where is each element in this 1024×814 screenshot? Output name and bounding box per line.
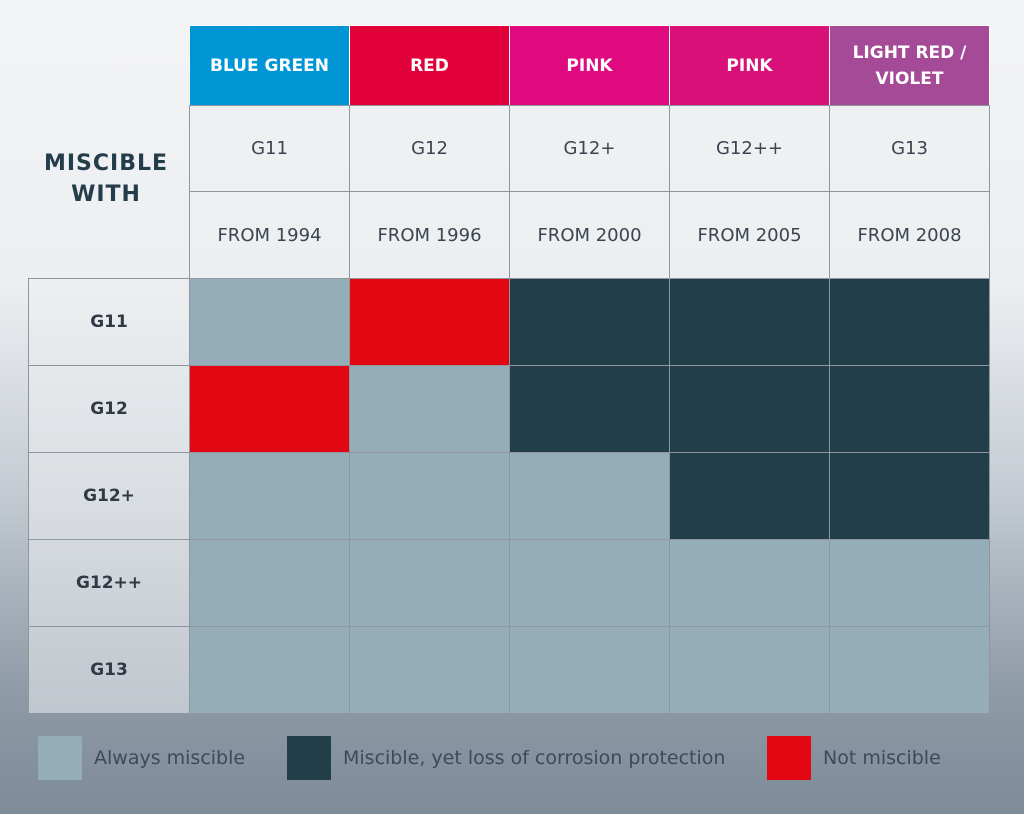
matrix-cell-always — [669, 626, 830, 714]
row-label: G11 — [28, 278, 190, 366]
matrix-cell-always — [509, 539, 670, 627]
column-code-header: G12 — [349, 105, 510, 192]
legend-label-loss: Miscible, yet loss of corrosion protecti… — [343, 747, 726, 769]
legend-item-loss: Miscible, yet loss of corrosion protecti… — [287, 736, 725, 780]
matrix-cell-not — [189, 365, 350, 453]
column-code-header: G11 — [189, 105, 350, 192]
matrix-cell-loss — [669, 365, 830, 453]
matrix-cell-always — [189, 626, 350, 714]
miscible-with-title: MISCIBLE WITH — [43, 151, 169, 207]
matrix-cell-always — [189, 452, 350, 540]
legend-item-not: Not miscible — [767, 736, 941, 780]
matrix-cell-loss — [669, 452, 830, 540]
matrix-cell-loss — [829, 278, 990, 366]
matrix-cell-loss — [509, 365, 670, 453]
matrix-cell-loss — [829, 365, 990, 453]
column-color-header: PINK — [509, 25, 670, 106]
matrix-cell-always — [349, 365, 510, 453]
column-year-header: FROM 2005 — [669, 191, 830, 279]
column-year-header: FROM 2008 — [829, 191, 990, 279]
column-code-header: G12+ — [509, 105, 670, 192]
matrix-cell-loss — [669, 278, 830, 366]
matrix-cell-always — [189, 539, 350, 627]
matrix-cell-always — [829, 626, 990, 714]
column-color-header: BLUE GREEN — [189, 25, 350, 106]
column-year-header: FROM 1994 — [189, 191, 350, 279]
matrix-cell-always — [509, 626, 670, 714]
legend-swatch-not — [767, 736, 811, 780]
matrix-cell-always — [349, 539, 510, 627]
legend-swatch-loss — [287, 736, 331, 780]
column-code-header: G13 — [829, 105, 990, 192]
column-year-header: FROM 1996 — [349, 191, 510, 279]
legend-label-not: Not miscible — [823, 747, 941, 769]
column-color-header: LIGHT RED / VIOLET — [829, 25, 990, 106]
matrix-cell-always — [669, 539, 830, 627]
matrix-cell-always — [189, 278, 350, 366]
matrix-cell-always — [509, 452, 670, 540]
row-label: G12++ — [28, 539, 190, 627]
row-label: G12+ — [28, 452, 190, 540]
column-color-header: RED — [349, 25, 510, 106]
column-year-header: FROM 2000 — [509, 191, 670, 279]
matrix-cell-always — [349, 452, 510, 540]
row-label: G13 — [28, 626, 190, 714]
matrix-cell-loss — [829, 452, 990, 540]
matrix-cell-always — [349, 626, 510, 714]
row-label: G12 — [28, 365, 190, 453]
legend-item-always: Always miscible — [38, 736, 245, 780]
matrix-cell-always — [829, 539, 990, 627]
matrix-cell-loss — [509, 278, 670, 366]
column-code-header: G12++ — [669, 105, 830, 192]
column-color-header: PINK — [669, 25, 830, 106]
legend-swatch-always — [38, 736, 82, 780]
matrix-cell-not — [349, 278, 510, 366]
legend-label-always: Always miscible — [94, 747, 246, 769]
